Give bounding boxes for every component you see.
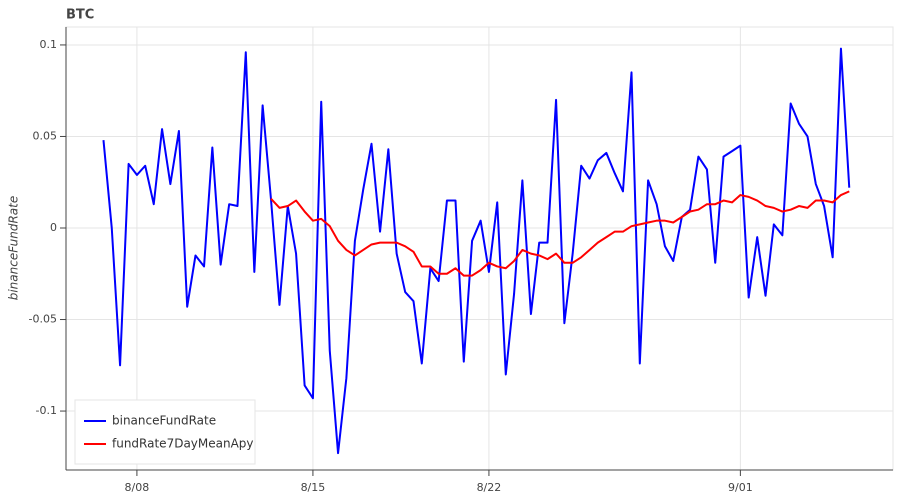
x-tick-label: 8/08 xyxy=(125,481,150,494)
series-line xyxy=(270,190,850,277)
y-tick-label: 0.1 xyxy=(40,38,58,51)
legend-label: fundRate7DayMeanApy xyxy=(112,437,254,451)
legend-label: binanceFundRate xyxy=(112,414,216,428)
legend: binanceFundRate fundRate7DayMeanApy xyxy=(74,399,256,465)
x-tick-label: 9/01 xyxy=(728,481,753,494)
y-tick-label: -0.1 xyxy=(36,404,57,417)
legend-box xyxy=(74,399,256,465)
x-tick-label: 8/15 xyxy=(301,481,326,494)
y-axis-label: binanceFundRate xyxy=(7,196,21,301)
series-line xyxy=(102,47,851,455)
chart-title: BTC xyxy=(66,8,94,23)
y-tick-label: 0.05 xyxy=(33,129,58,142)
y-tick-label: 0 xyxy=(50,221,57,234)
x-tick-label: 8/22 xyxy=(477,481,502,494)
y-tick-label: -0.05 xyxy=(29,313,57,326)
